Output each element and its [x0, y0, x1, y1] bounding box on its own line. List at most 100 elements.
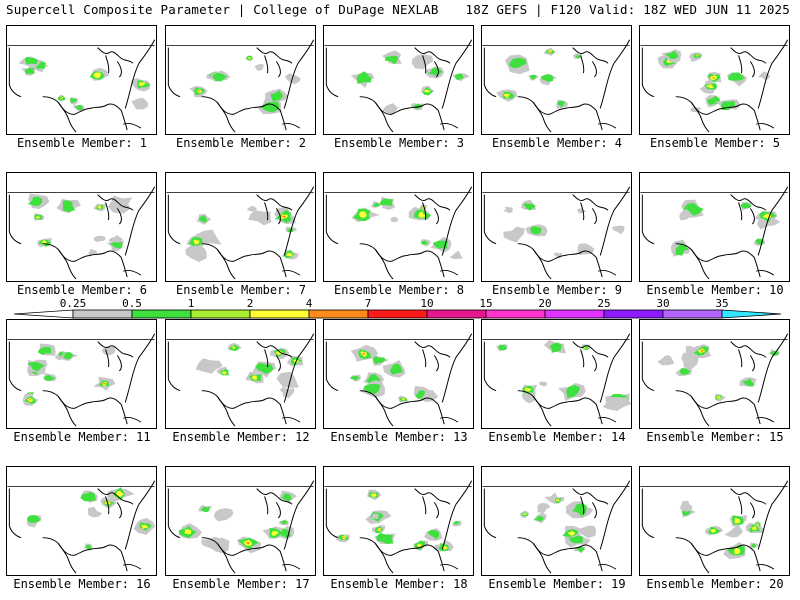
rio-grande-border	[58, 396, 77, 427]
ensemble-member-map	[481, 466, 632, 576]
rio-grande-border	[691, 543, 710, 574]
east-coastline	[124, 480, 156, 550]
great-lakes-outline	[414, 341, 451, 372]
gulf-coastline	[675, 243, 761, 278]
ensemble-member-label: Ensemble Member: 7	[175, 283, 307, 297]
scp-field-contours	[350, 344, 439, 403]
rio-grande-border	[58, 102, 77, 133]
colorbar-segment	[485, 309, 546, 319]
great-lakes-outline	[256, 194, 293, 225]
colorbar-tick-label: 2	[247, 297, 254, 310]
east-coastline	[599, 186, 631, 256]
ensemble-member-label: Ensemble Member: 6	[16, 283, 148, 297]
ensemble-member-label: Ensemble Member: 18	[330, 577, 468, 591]
east-coastline	[441, 480, 473, 550]
rio-grande-border	[217, 102, 236, 133]
colorbar-tick-label: 35	[715, 297, 728, 310]
great-lakes-outline	[414, 47, 451, 78]
colorbar-segment	[367, 309, 428, 319]
ensemble-member-label: Ensemble Member: 17	[172, 577, 310, 591]
gulf-coastline	[42, 96, 128, 131]
great-lakes-outline	[730, 194, 767, 225]
rio-grande-border	[58, 249, 77, 280]
gulf-coastline	[359, 96, 445, 131]
ensemble-member-map	[481, 319, 632, 429]
ensemble-member-label: Ensemble Member: 14	[488, 430, 626, 444]
colorbar-segment	[308, 309, 369, 319]
scp-field-contours	[679, 500, 764, 560]
east-coastline	[283, 186, 315, 256]
east-coastline	[124, 333, 156, 403]
ensemble-member-map	[6, 172, 157, 282]
ensemble-member-map	[165, 466, 316, 576]
west-coastline	[167, 488, 181, 539]
gulf-coastline	[517, 537, 603, 572]
ensemble-member-label: Ensemble Member: 12	[172, 430, 310, 444]
west-coastline	[167, 194, 181, 245]
rio-grande-border	[533, 102, 552, 133]
cuba-outline	[282, 416, 301, 423]
colorbar-tick-label: 25	[597, 297, 610, 310]
colorbar-tick-label: 1	[188, 297, 195, 310]
east-coastline	[757, 186, 789, 256]
rio-grande-border	[691, 249, 710, 280]
colorbar-segment	[190, 309, 251, 319]
ensemble-member-map	[6, 25, 157, 135]
colorbar-tick-label: 0.25	[60, 297, 87, 310]
scp-field-contours	[178, 490, 297, 554]
east-coastline	[599, 39, 631, 109]
colorbar-tick-label: 15	[479, 297, 492, 310]
scp-field-contours	[189, 55, 301, 115]
rio-grande-border	[533, 249, 552, 280]
gulf-coastline	[517, 243, 603, 278]
cuba-outline	[440, 563, 459, 570]
east-coastline	[441, 333, 473, 403]
cuba-outline	[440, 416, 459, 423]
east-coastline	[283, 39, 315, 109]
ensemble-member-map	[165, 319, 316, 429]
great-lakes-outline	[256, 341, 293, 372]
cuba-outline	[598, 563, 617, 570]
east-coastline	[441, 186, 473, 256]
ensemble-member-map	[639, 466, 790, 576]
rio-grande-border	[691, 102, 710, 133]
colorbar-segment	[249, 309, 310, 319]
scp-field-contours	[22, 343, 116, 406]
model-run-info: 18Z GEFS | F120 Valid: 18Z WED JUN 11 20…	[465, 2, 790, 17]
colorbar-segment	[662, 309, 723, 319]
scp-field-contours	[195, 342, 304, 399]
colorbar-segment	[426, 309, 487, 319]
ensemble-member-label: Ensemble Member: 16	[13, 577, 151, 591]
cuba-outline	[282, 563, 301, 570]
great-lakes-outline	[572, 488, 609, 519]
gulf-coastline	[359, 243, 445, 278]
scp-field-contours	[27, 193, 133, 256]
cuba-outline	[756, 563, 775, 570]
gulf-coastline	[675, 537, 761, 572]
colorbar-upper-arrow	[721, 309, 782, 319]
colorbar-tick-label: 4	[306, 297, 313, 310]
gulf-coastline	[201, 243, 287, 278]
ensemble-member-label: Ensemble Member: 5	[649, 136, 781, 150]
cuba-outline	[756, 269, 775, 276]
gulf-coastline	[42, 537, 128, 572]
cuba-outline	[440, 122, 459, 129]
west-coastline	[483, 488, 497, 539]
rio-grande-border	[375, 396, 394, 427]
cuba-outline	[123, 122, 142, 129]
great-lakes-outline	[572, 194, 609, 225]
east-coastline	[757, 39, 789, 109]
ensemble-member-map	[639, 319, 790, 429]
cuba-outline	[598, 269, 617, 276]
great-lakes-outline	[572, 341, 609, 372]
cuba-outline	[756, 416, 775, 423]
cuba-outline	[598, 416, 617, 423]
cuba-outline	[598, 122, 617, 129]
west-coastline	[641, 47, 655, 98]
colorbar-segment	[72, 309, 133, 319]
ensemble-member-map	[323, 25, 474, 135]
ensemble-member-map	[6, 466, 157, 576]
ensemble-member-label: Ensemble Member: 19	[488, 577, 626, 591]
colorbar-lower-arrow	[13, 309, 74, 319]
cuba-outline	[282, 269, 301, 276]
